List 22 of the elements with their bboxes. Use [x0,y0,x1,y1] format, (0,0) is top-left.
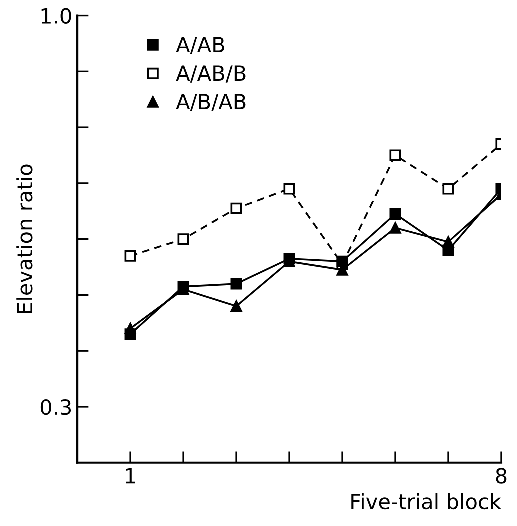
x-tick-label: 8 [496,468,507,484]
point [390,208,402,220]
point [178,234,190,246]
point [230,278,242,290]
y-tick-label: 1.0 [42,8,72,24]
point [230,202,242,214]
x-axis-title: Five-trial block [352,493,502,510]
point [336,256,348,268]
point [442,236,454,248]
legend-label: A/B/AB [176,94,246,112]
point [124,322,136,335]
point [230,300,242,312]
y-tick-label: 0.3 [40,399,72,416]
point [442,183,454,195]
point [390,222,402,234]
legend-label: A/AB/B [176,66,246,83]
y-axis-title: Elevation ratio [16,164,33,313]
point [284,183,296,195]
legend-label: A/AB [176,37,224,54]
x-tick-label: 1 [126,468,136,484]
point [390,150,402,162]
point [124,250,136,262]
